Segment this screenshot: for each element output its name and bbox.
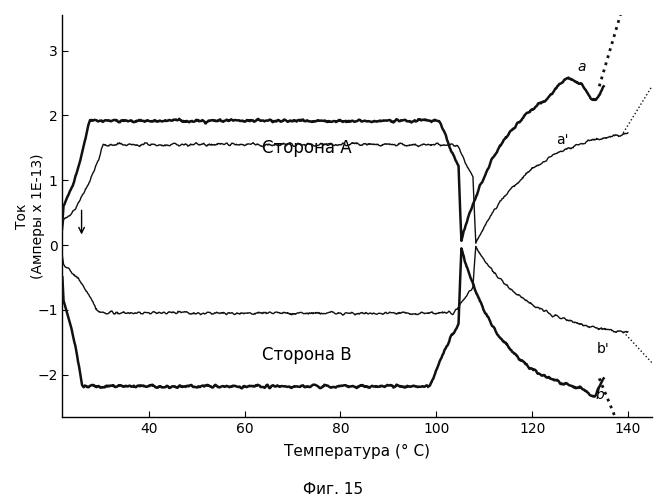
Text: b: b bbox=[596, 388, 604, 403]
Text: Сторона В: Сторона В bbox=[262, 346, 352, 364]
Text: b': b' bbox=[597, 342, 610, 356]
Y-axis label: Ток
(Амперы х 1Е-13): Ток (Амперы х 1Е-13) bbox=[15, 153, 45, 278]
X-axis label: Температура (° C): Температура (° C) bbox=[284, 444, 430, 459]
Text: a: a bbox=[578, 60, 586, 74]
Text: a': a' bbox=[556, 133, 569, 147]
Text: Фиг. 15: Фиг. 15 bbox=[303, 482, 364, 497]
Text: Сторона А: Сторона А bbox=[262, 139, 352, 157]
